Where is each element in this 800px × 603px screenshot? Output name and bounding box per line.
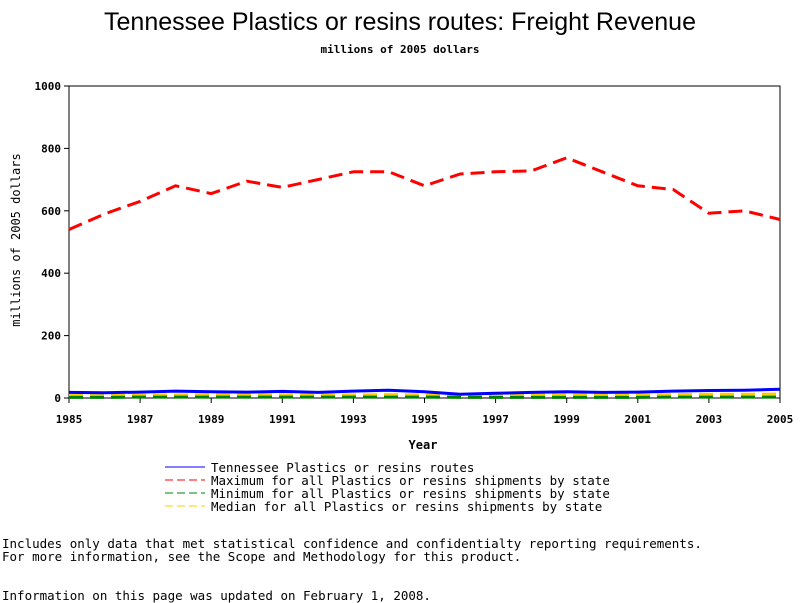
x-tick-label: 1987 [127, 413, 154, 426]
chart-title: Tennessee Plastics or resins routes: Fre… [104, 8, 696, 36]
y-tick-label: 0 [54, 392, 61, 405]
x-tick-label: 1993 [340, 413, 367, 426]
x-tick-label: 2001 [625, 413, 652, 426]
series-line-1 [69, 158, 780, 230]
x-tick-label: 1991 [269, 413, 296, 426]
y-axis: 0 200 400 600 800 1000 [35, 80, 70, 405]
legend: Tennessee Plastics or resins routesMaxim… [165, 460, 610, 514]
x-tick-label: 1995 [411, 413, 438, 426]
y-tick-label: 200 [41, 330, 61, 343]
note-methodology: For more information, see the Scope and … [2, 549, 521, 564]
x-tick-label: 2003 [696, 413, 723, 426]
x-tick-label: 1985 [56, 413, 83, 426]
x-tick-label: 2005 [767, 413, 794, 426]
x-axis: 1985 1987 1989 1991 1993 1995 1997 1999 2001 2003… [56, 398, 794, 426]
y-tick-label: 800 [41, 142, 61, 155]
plot-area [69, 86, 780, 398]
y-axis-label: millions of 2005 dollars [9, 153, 23, 326]
x-tick-label: 1997 [482, 413, 509, 426]
series-lines [69, 158, 780, 398]
chart-subtitle: millions of 2005 dollars [321, 43, 480, 56]
x-tick-label: 1989 [198, 413, 225, 426]
y-tick-label: 1000 [35, 80, 62, 93]
x-axis-label: Year [409, 438, 438, 452]
note-updated: Information on this page was updated on … [2, 588, 431, 603]
x-tick-label: 1999 [553, 413, 580, 426]
y-tick-label: 600 [41, 205, 61, 218]
legend-label-3: Median for all Plastics or resins shipme… [211, 499, 602, 514]
series-line-3 [69, 394, 780, 396]
y-tick-label: 400 [41, 267, 61, 280]
